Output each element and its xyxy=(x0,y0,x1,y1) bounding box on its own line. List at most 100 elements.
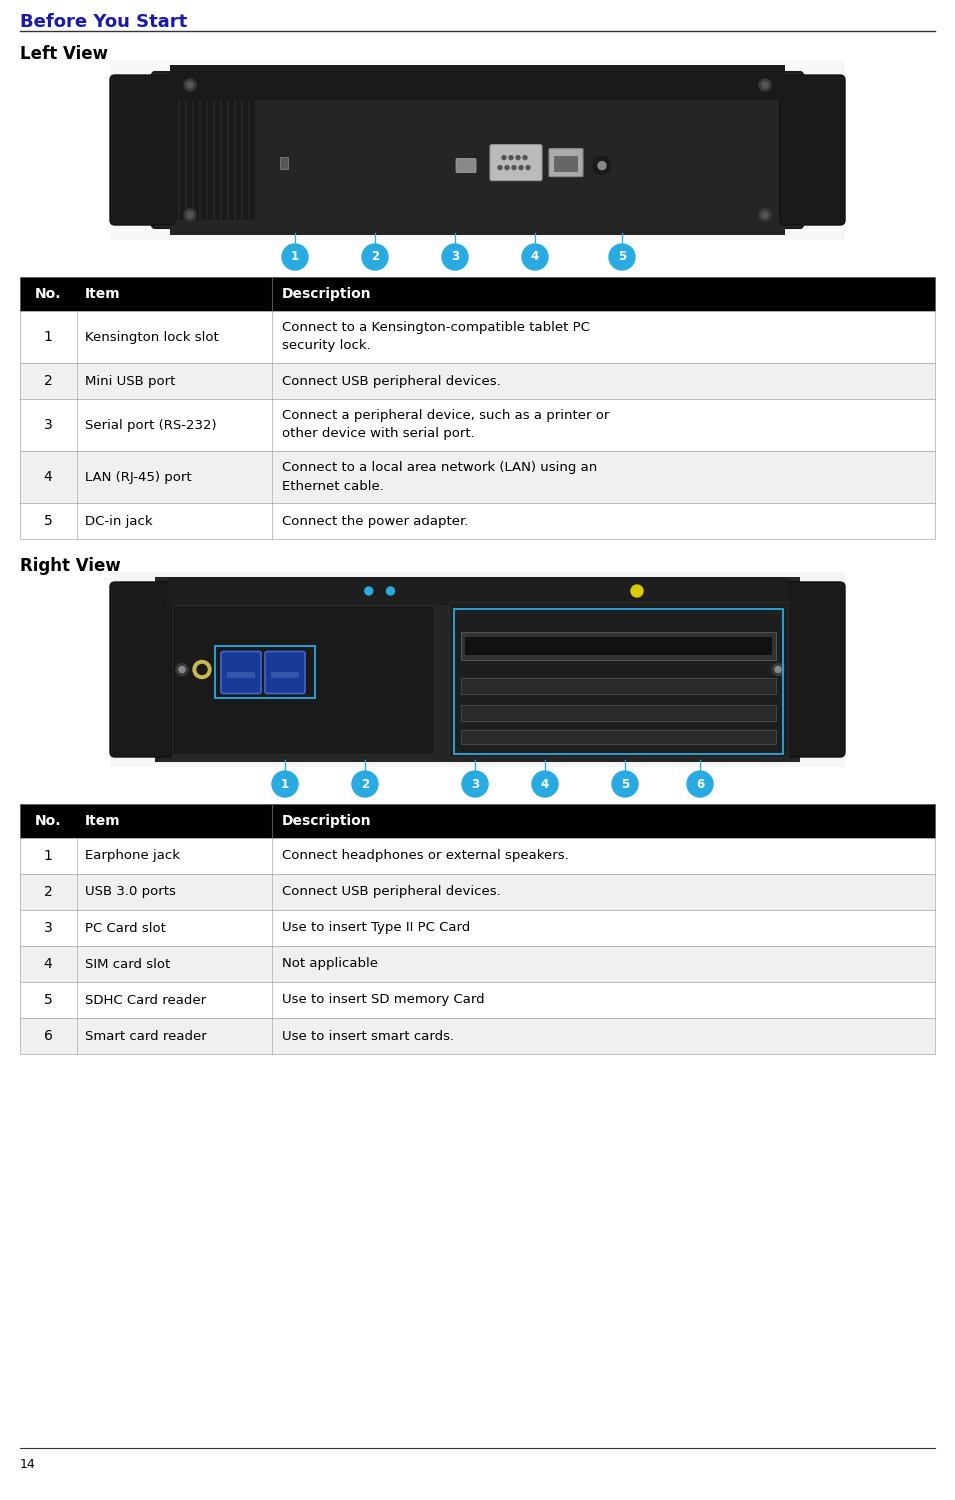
Text: 4: 4 xyxy=(44,470,53,484)
Bar xyxy=(208,100,213,220)
Circle shape xyxy=(593,156,611,174)
Bar xyxy=(170,64,785,236)
Text: Connect USB peripheral devices.: Connect USB peripheral devices. xyxy=(282,885,500,898)
Circle shape xyxy=(362,244,388,270)
Text: 6: 6 xyxy=(696,777,704,790)
Bar xyxy=(227,672,255,678)
Text: USB 3.0 ports: USB 3.0 ports xyxy=(85,885,176,898)
FancyBboxPatch shape xyxy=(265,651,305,693)
Bar xyxy=(180,100,185,220)
FancyBboxPatch shape xyxy=(456,159,476,172)
Bar xyxy=(229,100,234,220)
Text: 1: 1 xyxy=(281,777,289,790)
Circle shape xyxy=(462,771,488,796)
Circle shape xyxy=(187,211,193,217)
Text: 5: 5 xyxy=(44,514,53,528)
Text: Mini USB port: Mini USB port xyxy=(85,375,176,387)
Bar xyxy=(20,910,935,946)
Circle shape xyxy=(516,156,520,159)
Text: 4: 4 xyxy=(541,777,549,790)
Bar xyxy=(170,64,785,101)
Circle shape xyxy=(365,586,372,596)
Bar xyxy=(173,100,178,220)
Text: Kensington lock slot: Kensington lock slot xyxy=(85,330,219,344)
Text: Not applicable: Not applicable xyxy=(282,957,378,970)
Bar xyxy=(20,452,935,503)
Bar xyxy=(20,1019,935,1054)
Circle shape xyxy=(442,244,468,270)
Bar xyxy=(20,278,935,310)
Bar xyxy=(20,363,935,399)
Text: 3: 3 xyxy=(44,921,53,934)
Text: Description: Description xyxy=(282,815,371,828)
Text: Connect to a local area network (LAN) using an
Ethernet cable.: Connect to a local area network (LAN) us… xyxy=(282,462,597,492)
Text: 2: 2 xyxy=(44,374,53,388)
Circle shape xyxy=(352,771,378,796)
FancyBboxPatch shape xyxy=(110,582,172,758)
Circle shape xyxy=(598,162,606,170)
Bar xyxy=(155,578,800,762)
Bar xyxy=(20,804,935,838)
Circle shape xyxy=(387,586,394,596)
Circle shape xyxy=(523,156,527,159)
Text: Before You Start: Before You Start xyxy=(20,13,187,32)
Bar xyxy=(20,946,935,982)
Bar xyxy=(110,572,845,766)
Text: Item: Item xyxy=(85,286,120,302)
Circle shape xyxy=(631,585,643,597)
FancyBboxPatch shape xyxy=(780,75,845,225)
Text: 5: 5 xyxy=(618,251,626,264)
Text: 14: 14 xyxy=(20,1458,35,1472)
Text: Connect to a Kensington-compatible tablet PC
security lock.: Connect to a Kensington-compatible table… xyxy=(282,321,590,352)
Text: Connect the power adapter.: Connect the power adapter. xyxy=(282,514,468,528)
Bar xyxy=(243,100,248,220)
Bar xyxy=(460,633,776,660)
Bar xyxy=(236,100,241,220)
Text: Use to insert smart cards.: Use to insert smart cards. xyxy=(282,1029,455,1042)
Circle shape xyxy=(772,663,784,675)
Text: 1: 1 xyxy=(44,330,53,344)
Text: 1: 1 xyxy=(44,849,53,862)
Text: No.: No. xyxy=(34,286,61,302)
Circle shape xyxy=(512,165,516,170)
Text: Left View: Left View xyxy=(20,45,108,63)
Text: 2: 2 xyxy=(361,777,369,790)
Text: Smart card reader: Smart card reader xyxy=(85,1029,206,1042)
Bar xyxy=(280,156,288,168)
Circle shape xyxy=(498,165,502,170)
Text: 5: 5 xyxy=(621,777,629,790)
Bar xyxy=(460,729,776,744)
Circle shape xyxy=(687,771,713,796)
Bar xyxy=(20,839,935,874)
Text: SDHC Card reader: SDHC Card reader xyxy=(85,993,206,1006)
Text: Item: Item xyxy=(85,815,120,828)
Bar xyxy=(464,638,772,656)
Text: Serial port (RS-232): Serial port (RS-232) xyxy=(85,419,217,432)
Text: 2: 2 xyxy=(371,251,379,264)
Bar xyxy=(20,503,935,538)
Text: 4: 4 xyxy=(531,251,540,264)
Bar xyxy=(271,672,299,678)
Circle shape xyxy=(272,771,298,796)
Text: Use to insert SD memory Card: Use to insert SD memory Card xyxy=(282,993,484,1006)
Text: Connect headphones or external speakers.: Connect headphones or external speakers. xyxy=(282,849,569,862)
Circle shape xyxy=(522,244,548,270)
Text: 6: 6 xyxy=(44,1029,53,1042)
Bar xyxy=(222,100,227,220)
Bar xyxy=(194,100,199,220)
Bar xyxy=(449,602,788,758)
Text: 4: 4 xyxy=(44,957,53,970)
Text: Connect USB peripheral devices.: Connect USB peripheral devices. xyxy=(282,375,500,387)
Bar xyxy=(167,578,788,604)
Circle shape xyxy=(184,80,196,92)
Circle shape xyxy=(519,165,523,170)
Text: Earphone jack: Earphone jack xyxy=(85,849,180,862)
Bar xyxy=(110,60,845,240)
Circle shape xyxy=(184,209,196,220)
Circle shape xyxy=(502,156,506,159)
Text: SIM card slot: SIM card slot xyxy=(85,957,170,970)
Circle shape xyxy=(762,82,768,88)
Circle shape xyxy=(505,165,509,170)
Text: 3: 3 xyxy=(471,777,479,790)
Circle shape xyxy=(532,771,558,796)
